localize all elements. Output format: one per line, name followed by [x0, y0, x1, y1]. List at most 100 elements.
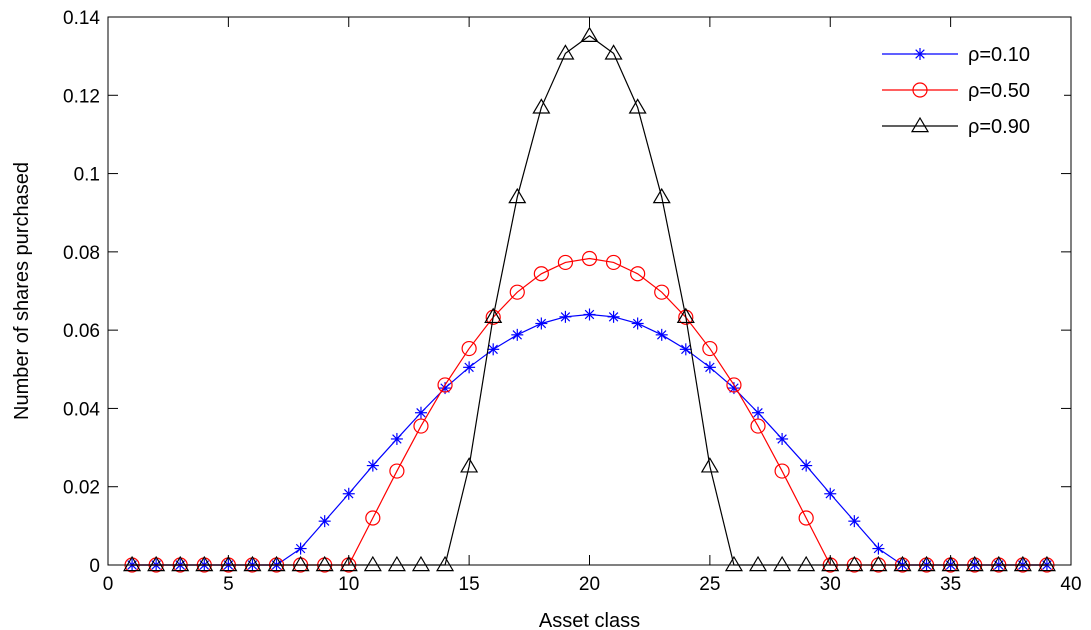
legend-marker	[912, 82, 928, 98]
data-point	[437, 377, 453, 393]
y-tick-label: 0.04	[63, 399, 100, 420]
data-point	[318, 515, 331, 528]
data-point	[726, 377, 742, 393]
data-point	[511, 328, 524, 341]
data-point	[267, 555, 286, 572]
data-point	[390, 432, 403, 445]
data-point	[508, 187, 527, 204]
data-point	[604, 44, 623, 60]
data-point	[485, 309, 501, 325]
data-point	[559, 310, 572, 323]
data-point	[748, 555, 768, 572]
data-point	[654, 284, 670, 300]
data-point	[411, 555, 431, 572]
x-axis-title: Asset class	[539, 610, 640, 630]
legend-item: ρ=0.10	[882, 44, 1030, 66]
data-point	[605, 254, 622, 271]
x-tick-label: 30	[820, 574, 841, 595]
data-point	[845, 555, 864, 572]
data-point	[365, 510, 381, 526]
data-point	[243, 555, 262, 572]
data-point	[655, 328, 668, 341]
x-tick-label: 25	[699, 574, 720, 595]
data-point	[291, 555, 310, 572]
data-point	[342, 487, 355, 500]
data-point	[872, 542, 885, 555]
data-point	[676, 307, 695, 324]
data-point	[774, 463, 790, 479]
data-point	[583, 308, 596, 321]
data-point	[339, 555, 358, 572]
data-point	[797, 555, 816, 572]
data-point	[750, 418, 766, 434]
y-tick-label: 0	[89, 556, 100, 577]
data-point	[679, 343, 692, 356]
data-point	[171, 555, 190, 572]
x-tick-label: 5	[223, 574, 234, 595]
data-point	[535, 317, 548, 330]
x-tick-label: 10	[338, 574, 359, 595]
data-point	[628, 98, 647, 114]
data-point	[965, 555, 984, 572]
data-point	[800, 459, 813, 472]
data-point	[631, 317, 644, 330]
data-point	[509, 284, 525, 300]
data-point	[702, 340, 718, 357]
data-point	[294, 542, 307, 555]
data-point	[941, 555, 960, 572]
data-point	[389, 463, 405, 479]
y-tick-label: 0.14	[63, 8, 100, 29]
data-point	[824, 487, 837, 500]
data-point	[413, 418, 429, 434]
ticks-layer: 0 5 10 15 20 25 30 35 40 0 0.02 0.04 0.06 0.08 0.1 0.12…	[63, 8, 1082, 595]
data-point	[533, 266, 549, 282]
y-tick-label: 0.1	[74, 165, 100, 186]
data-point	[776, 432, 789, 445]
data-point	[798, 510, 814, 526]
data-point	[484, 307, 503, 324]
data-point	[678, 309, 694, 325]
y-axis-title: Number of shares purchased	[11, 162, 33, 420]
data-point	[630, 266, 646, 282]
data-point	[703, 361, 716, 374]
data-point	[557, 254, 574, 271]
legend-label: ρ=0.90	[968, 116, 1030, 138]
y-tick-label: 0.12	[63, 86, 100, 107]
y-tick-label: 0.06	[63, 321, 100, 342]
data-point	[848, 515, 861, 528]
data-point	[487, 343, 500, 356]
data-point	[869, 555, 888, 572]
data-point	[752, 406, 765, 419]
legend-label: ρ=0.10	[968, 44, 1030, 66]
legend-item: ρ=0.90	[882, 116, 1030, 138]
data-point	[387, 555, 406, 572]
data-point	[460, 457, 479, 473]
x-tick-label: 15	[459, 574, 480, 595]
y-tick-label: 0.08	[63, 243, 100, 264]
x-tick-label: 40	[1060, 574, 1081, 595]
data-point	[1013, 555, 1032, 572]
data-point	[461, 340, 477, 357]
data-point	[532, 98, 551, 114]
data-point	[195, 555, 214, 572]
data-point	[580, 26, 599, 42]
data-point	[315, 555, 334, 572]
data-point	[556, 44, 575, 60]
data-point	[724, 555, 743, 572]
legend: ρ=0.10 ρ=0.50 ρ=0.90	[874, 36, 1064, 148]
data-point	[917, 555, 936, 572]
data-point	[436, 555, 455, 572]
legend-label: ρ=0.50	[968, 80, 1030, 102]
y-tick-label: 0.02	[63, 478, 100, 499]
data-point	[363, 555, 382, 572]
data-point	[821, 555, 840, 572]
data-point	[700, 457, 719, 473]
x-tick-label: 20	[579, 574, 600, 595]
data-point	[366, 459, 379, 472]
data-point	[123, 555, 142, 572]
data-point	[652, 187, 671, 204]
data-point	[414, 406, 427, 419]
legend-box	[874, 36, 1064, 148]
legend-item: ρ=0.50	[882, 80, 1030, 102]
